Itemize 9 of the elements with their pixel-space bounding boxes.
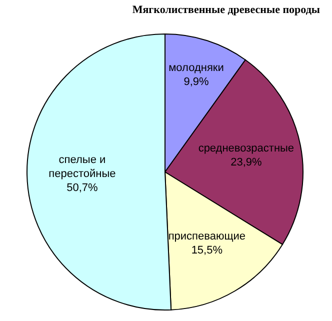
slice-label: молодняки: [168, 62, 224, 74]
slice-label: спелые и перестойные: [48, 154, 116, 180]
chart-title: Мягколиственные древесные породы: [132, 4, 320, 16]
data-label: 50,7%: [66, 182, 98, 194]
data-label: 23,9%: [230, 156, 262, 169]
data-label: 15,5%: [191, 244, 223, 256]
slice-label: средневозрастные: [198, 142, 294, 155]
slice-label: приспевающие: [168, 230, 246, 242]
data-label: 9,9%: [184, 76, 210, 88]
